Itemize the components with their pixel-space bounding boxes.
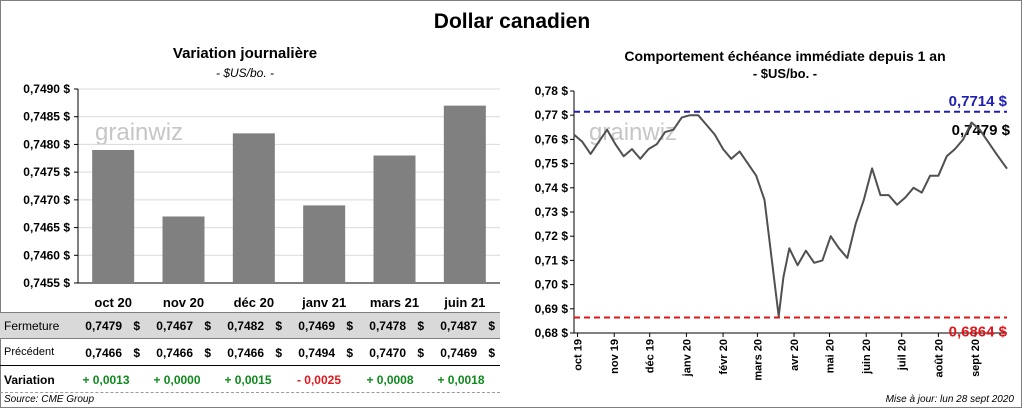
line-y-tick-label: 0,77 $ bbox=[535, 108, 569, 122]
line-x-tick-label: févr 20 bbox=[718, 339, 730, 374]
line-chart: grainwiz 0,68 $ 0,69 $ 0,70 $ 0,71 $ 0,72 $ 0… bbox=[535, 84, 1011, 381]
change-cell: + 0,0013 bbox=[82, 373, 130, 387]
bar-category-label: mars 21 bbox=[370, 295, 419, 310]
line-x-tick-label: juil 20 bbox=[897, 339, 909, 371]
line-y-tick-label: 0,74 $ bbox=[535, 181, 569, 195]
bar-chart: grainwiz 0,7455 $ 0,7460 $ 0,7465 $ 0,7470 … bbox=[23, 82, 500, 310]
line-y-tick-label: 0,72 $ bbox=[535, 229, 569, 243]
line-x-tick-label: mai 20 bbox=[825, 339, 837, 373]
change-cell: + 0,0015 bbox=[224, 373, 272, 387]
line-x-tick-label: janv 20 bbox=[681, 339, 693, 377]
price-series-line bbox=[573, 114, 1008, 318]
line-x-tick-label: avr 20 bbox=[789, 339, 801, 371]
bar-category-label: janv 21 bbox=[301, 295, 346, 310]
line-y-tick-label: 0,75 $ bbox=[535, 157, 569, 171]
line-chart-title: Comportement échéance immédiate depuis 1… bbox=[624, 48, 946, 64]
line-y-tick-label: 0,68 $ bbox=[535, 326, 569, 340]
change-cell: + 0,0018 bbox=[437, 373, 485, 387]
line-y-tick-label: 0,76 $ bbox=[535, 132, 569, 146]
bar-y-tick-label: 0,7485 $ bbox=[23, 110, 70, 124]
bar bbox=[162, 216, 205, 283]
line-chart-units: - $US/bo. - bbox=[752, 66, 818, 81]
table-row-previous: Précédent 0,7466 $ 0,7466 $ 0,7466 $ 0,7494… bbox=[0, 340, 500, 366]
update-note: Mise à jour: lun 28 sept 2020 bbox=[885, 394, 1014, 405]
bar bbox=[92, 149, 135, 283]
bar-y-tick-label: 0,7475 $ bbox=[23, 165, 70, 179]
bar-y-tick-label: 0,7465 $ bbox=[23, 221, 70, 235]
watermark-left: grainwiz bbox=[95, 119, 183, 146]
line-x-tick-label: juin 20 bbox=[861, 339, 873, 375]
bar-chart-title: Variation journalière bbox=[172, 45, 318, 62]
page-title: Dollar canadien bbox=[433, 10, 591, 33]
source-note: Source: CME Group bbox=[4, 394, 95, 405]
bar bbox=[232, 133, 275, 283]
bar bbox=[303, 205, 346, 283]
line-y-tick-label: 0,69 $ bbox=[535, 302, 569, 316]
line-x-tick-label: oct 19 bbox=[573, 339, 585, 371]
bar-y-tick-label: 0,7455 $ bbox=[23, 276, 70, 290]
line-x-tick-label: mars 20 bbox=[752, 339, 764, 381]
line-x-tick-label: sept 20 bbox=[970, 339, 982, 377]
line-y-tick-label: 0,78 $ bbox=[535, 84, 569, 98]
line-y-tick-label: 0,73 $ bbox=[535, 205, 569, 219]
bar-category-label: oct 20 bbox=[94, 295, 132, 310]
row-label-change: Variation bbox=[4, 373, 55, 387]
row-label-previous: Précédent bbox=[4, 346, 55, 358]
high-label: 0,7714 $ bbox=[949, 93, 1008, 110]
line-y-tick-label: 0,70 $ bbox=[535, 278, 569, 292]
table-row-close: Fermeture 0,7479 $ 0,7467 $ 0,7482 $ 0,7469… bbox=[0, 312, 500, 339]
change-cell: - 0,0025 bbox=[296, 373, 342, 387]
line-y-tick-label: 0,71 $ bbox=[535, 253, 569, 267]
watermark-right: grainwiz bbox=[589, 119, 677, 146]
low-label: 0,6864 $ bbox=[949, 324, 1008, 341]
bar-category-label: nov 20 bbox=[163, 295, 204, 310]
bar-y-tick-label: 0,7480 $ bbox=[23, 137, 70, 151]
bar-y-tick-label: 0,7470 $ bbox=[23, 193, 70, 207]
line-x-tick-label: août 20 bbox=[933, 339, 945, 378]
bar bbox=[443, 105, 486, 283]
table-row-change: Variation + 0,0013 + 0,0000 + 0,0015 - 0… bbox=[0, 367, 500, 393]
bar-y-tick-label: 0,7460 $ bbox=[23, 248, 70, 262]
bar-y-tick-label: 0,7490 $ bbox=[23, 82, 70, 96]
line-x-tick-label: déc 19 bbox=[645, 339, 657, 373]
bar bbox=[373, 155, 416, 283]
bar-chart-units: - $US/bo. - bbox=[215, 66, 275, 80]
change-cell: + 0,0000 bbox=[153, 373, 201, 387]
row-label-close: Fermeture bbox=[4, 319, 60, 333]
bar-category-label: juin 21 bbox=[443, 295, 485, 310]
change-cell: + 0,0008 bbox=[366, 373, 414, 387]
line-x-tick-label: nov 19 bbox=[609, 339, 621, 374]
bar-category-label: déc 20 bbox=[234, 295, 274, 310]
